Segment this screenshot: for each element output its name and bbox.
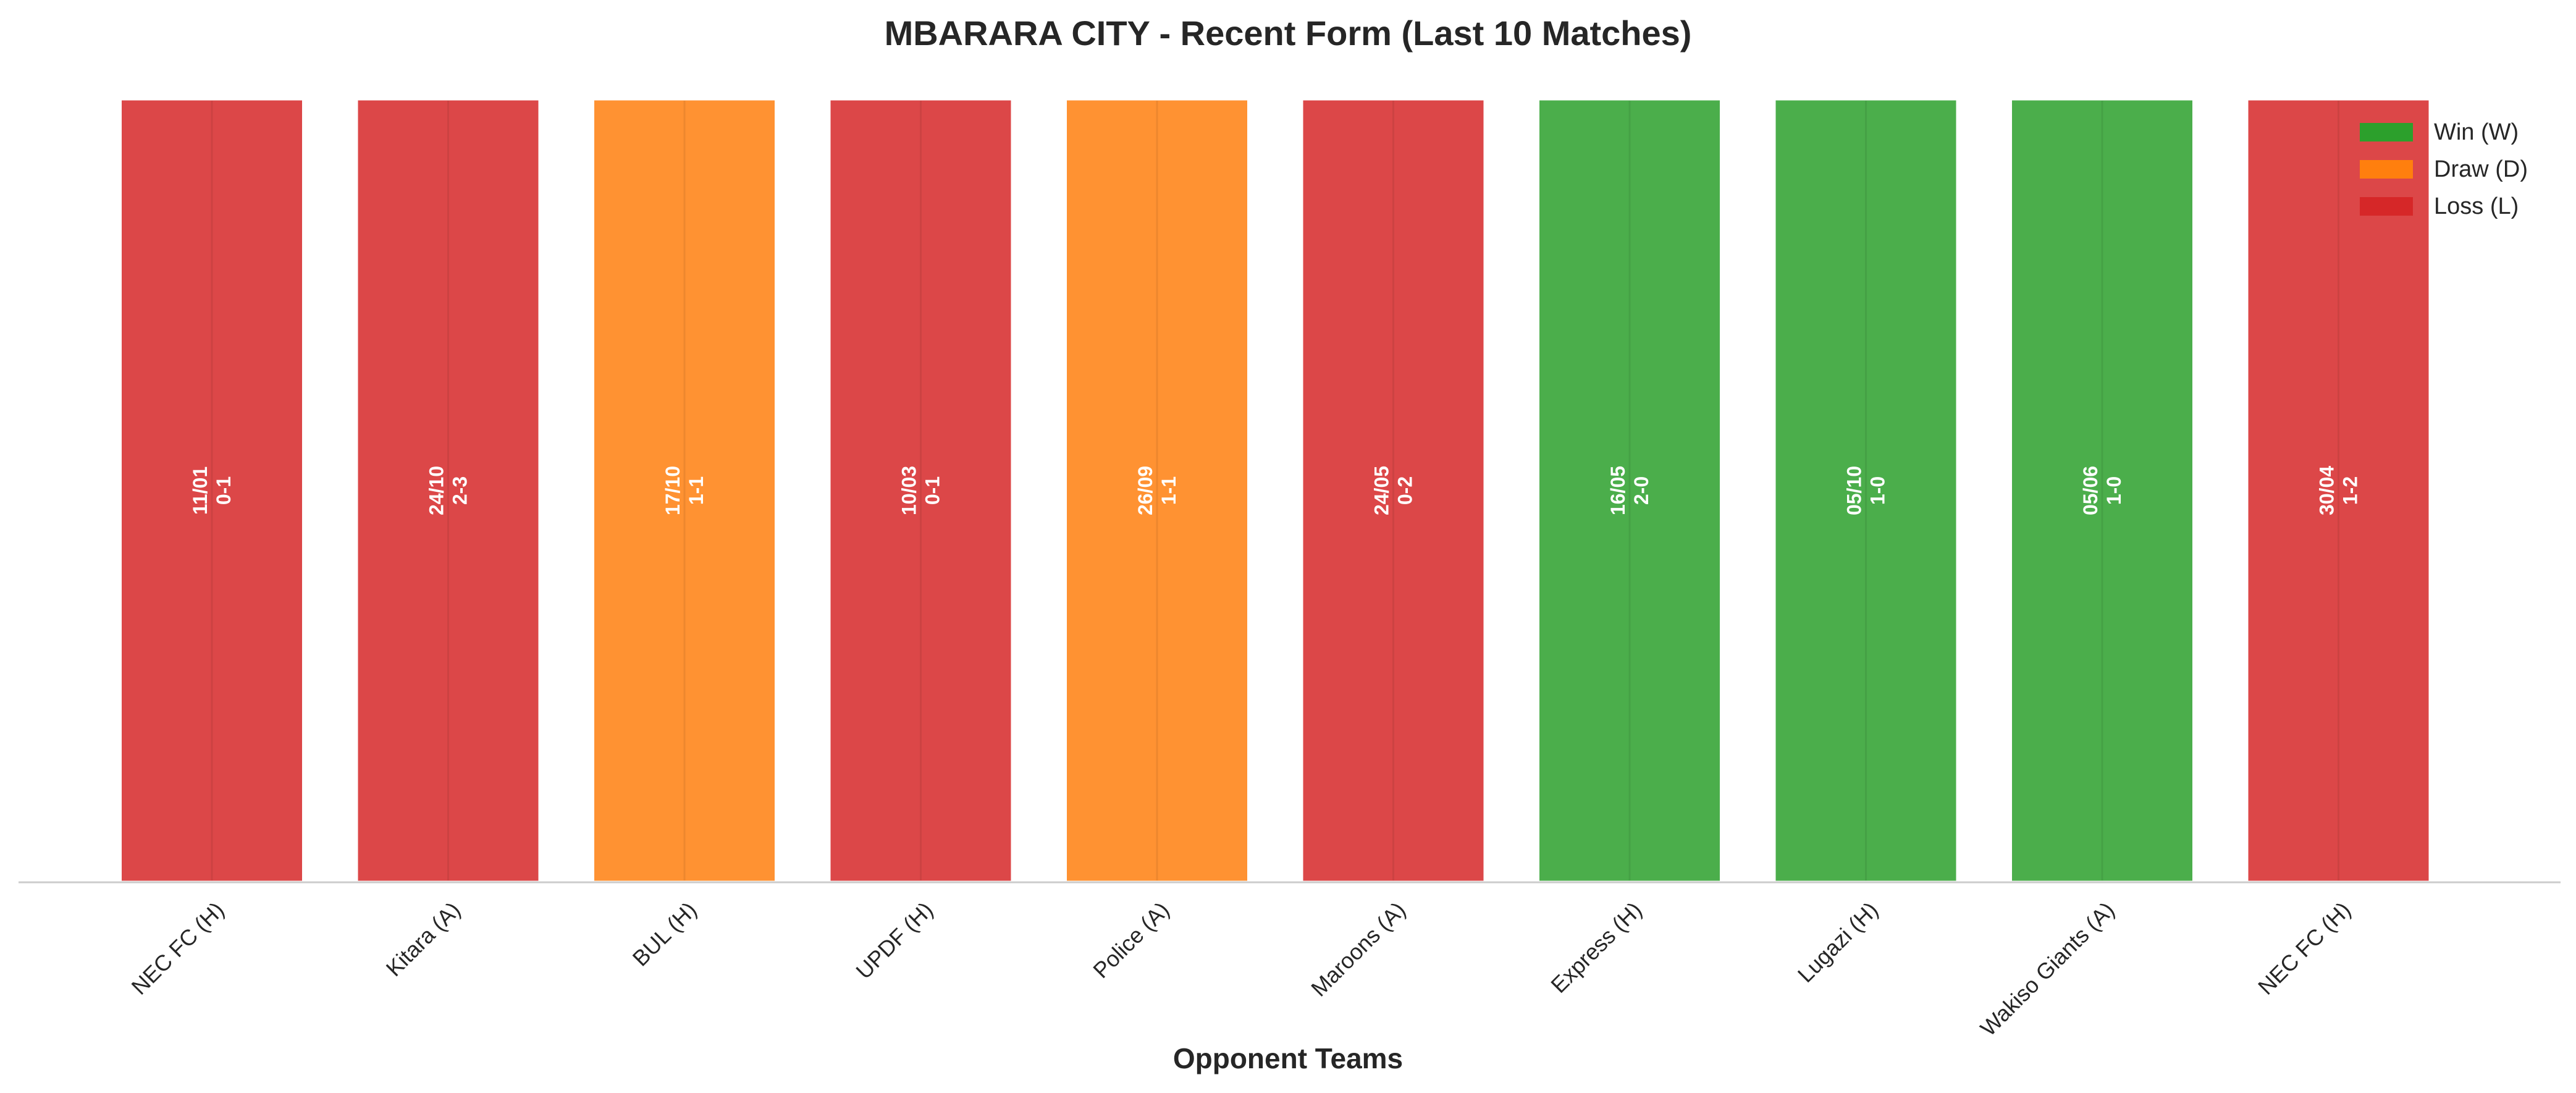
legend-label-draw: Draw (D)	[2434, 156, 2528, 182]
legend-swatch-loss	[2360, 197, 2413, 216]
match-date: 10/03	[898, 466, 920, 515]
legend-label-loss: Loss (L)	[2434, 193, 2519, 219]
bar-data-label: 17/101-1	[662, 466, 707, 515]
chart-legend: Win (W) Draw (D) Loss (L)	[2360, 114, 2528, 225]
legend-label-win: Win (W)	[2434, 119, 2519, 145]
match-score: 0-2	[1394, 476, 1416, 505]
match-score: 1-1	[685, 476, 707, 505]
legend-item-draw: Draw (D)	[2360, 151, 2528, 188]
x-tick-label: NEC FC (H)	[126, 897, 229, 1000]
x-tick-label: BUL (H)	[628, 897, 702, 971]
match-score: 0-1	[213, 476, 235, 505]
bar-4	[827, 97, 1014, 884]
bar-1	[119, 97, 305, 884]
bar-2	[355, 97, 542, 884]
x-tick-label: Lugazi (H)	[1793, 897, 1883, 987]
x-tick-label: UPDF (H)	[851, 897, 938, 984]
match-date: 16/05	[1607, 466, 1629, 515]
bar-data-label: 05/061-0	[2079, 466, 2125, 515]
chart-title: MBARARA CITY - Recent Form (Last 10 Matc…	[884, 14, 1692, 53]
match-score: 1-0	[2103, 476, 2125, 505]
legend-swatch-draw	[2360, 160, 2413, 179]
bar-9	[2009, 97, 2195, 884]
x-axis-label: Opponent Teams	[1172, 1042, 1404, 1074]
bar-5	[1064, 97, 1250, 884]
x-tick-labels: NEC FC (H) Kitara (A) BUL (H) UPDF (H) Polic…	[126, 897, 2355, 1041]
match-score: 2-3	[449, 476, 471, 505]
match-date: 05/06	[2079, 466, 2102, 515]
bar-8	[1772, 97, 1959, 884]
bar-data-label: 24/102-3	[426, 466, 471, 515]
bar-6	[1300, 97, 1487, 884]
x-tick-label: Maroons (A)	[1306, 897, 1410, 1002]
match-score: 2-0	[1630, 476, 1652, 505]
match-date: 30/04	[2316, 466, 2338, 515]
x-tick-label: Kitara (A)	[381, 897, 466, 982]
x-tick-label: Police (A)	[1088, 897, 1174, 983]
legend-item-win: Win (W)	[2360, 114, 2528, 151]
bar-data-label: 24/050-2	[1371, 466, 1416, 515]
legend-swatch-win	[2360, 123, 2413, 141]
bar-data-label: 26/091-1	[1134, 466, 1180, 515]
bar-data-label: 05/101-0	[1843, 466, 1889, 515]
x-tick-label: NEC FC (H)	[2253, 897, 2355, 1000]
bar-data-label: 10/030-1	[898, 466, 944, 515]
bar-data-label: 16/052-0	[1607, 466, 1652, 515]
match-date: 05/10	[1843, 466, 1866, 515]
match-score: 0-1	[922, 476, 944, 505]
match-date: 17/10	[662, 466, 684, 515]
match-date: 24/10	[426, 466, 448, 515]
bar-10	[2245, 97, 2432, 884]
match-date: 26/09	[1134, 466, 1156, 515]
bar-7	[1536, 97, 1723, 884]
bar-3	[591, 97, 778, 884]
bar-data-label: 11/010-1	[189, 466, 235, 515]
x-tick-label: Express (H)	[1546, 897, 1646, 998]
bars-layer: 11/010-1 24/102-3 17/101-1 10/030-1 26/091-1…	[119, 97, 2432, 884]
bar-data-label: 30/041-2	[2316, 466, 2362, 515]
match-score: 1-0	[1867, 476, 1889, 505]
match-date: 11/01	[189, 466, 211, 515]
match-score: 1-1	[1158, 476, 1180, 505]
match-date: 24/05	[1371, 466, 1393, 515]
match-score: 1-2	[2339, 476, 2362, 505]
x-tick-label: Wakiso Giants (A)	[1975, 897, 2119, 1041]
legend-item-loss: Loss (L)	[2360, 188, 2528, 225]
